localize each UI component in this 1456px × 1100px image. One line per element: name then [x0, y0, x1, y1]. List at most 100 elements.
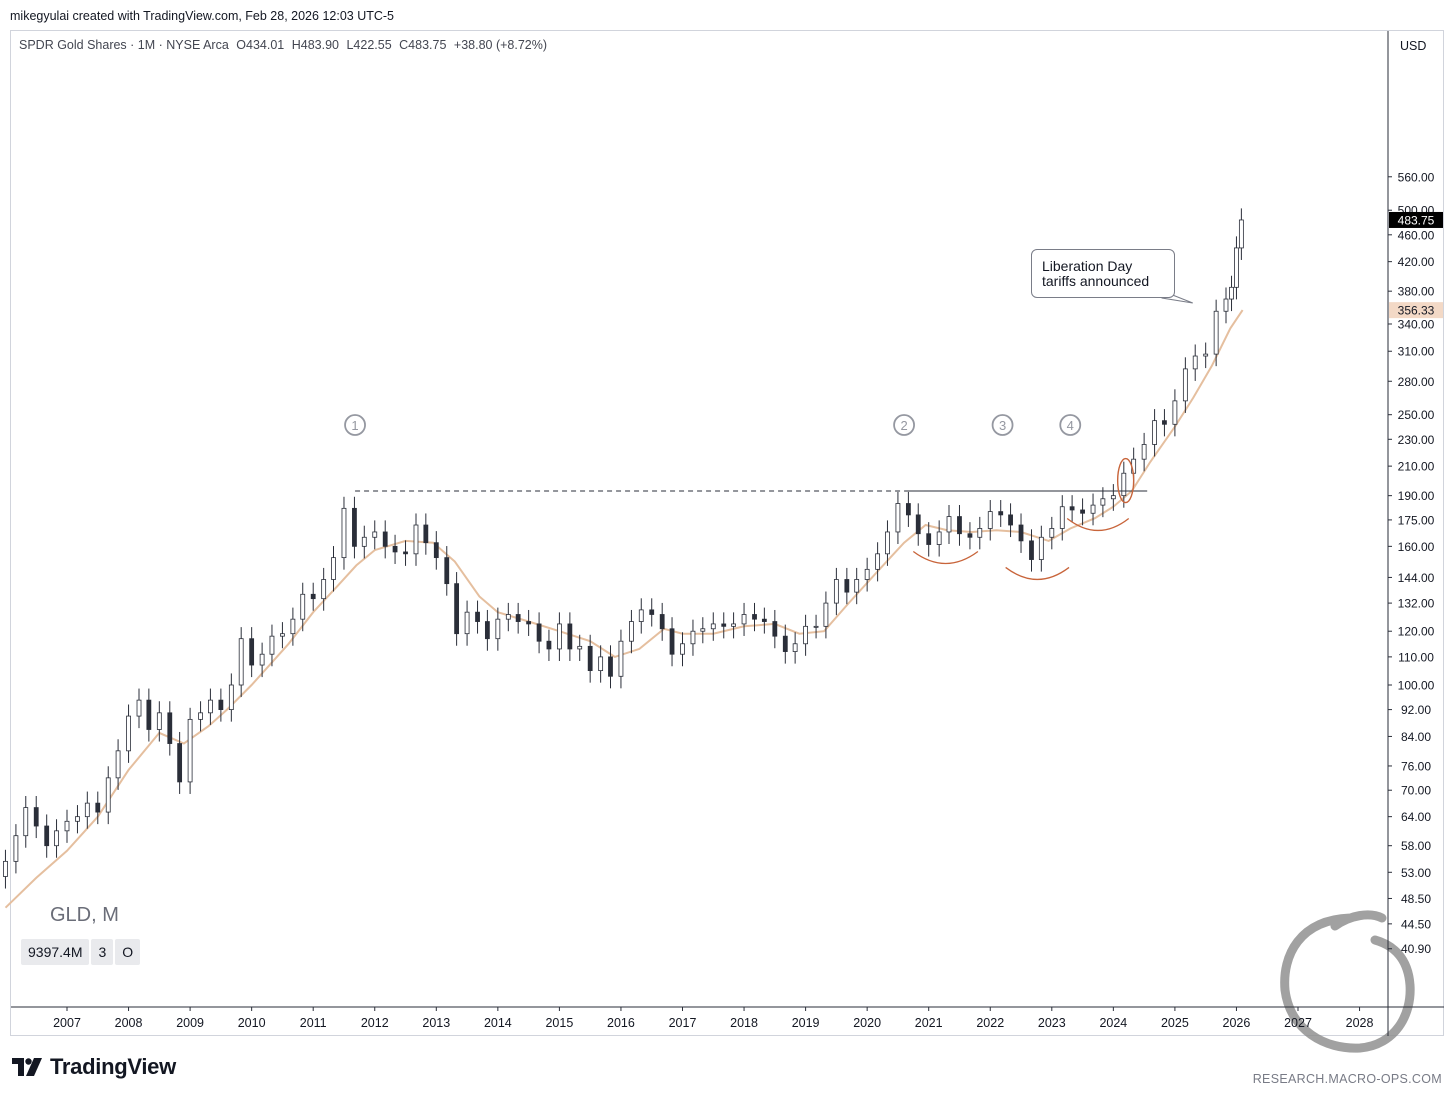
price-tick-label: 340.00	[1398, 317, 1435, 331]
candle-up	[413, 524, 419, 555]
time-tick-label: 2027	[1284, 1016, 1312, 1030]
time-tick-label: 2020	[853, 1016, 881, 1030]
legend-change: +38.80 (+8.72%)	[453, 38, 548, 52]
period-badge[interactable]: 3	[91, 939, 114, 965]
price-tick-label: 560.00	[1398, 170, 1435, 184]
candle-up	[577, 645, 583, 650]
candle-down	[177, 743, 183, 783]
candle-up	[1049, 528, 1055, 538]
candle-up	[1229, 286, 1234, 300]
callout-line-2: tariffs announced	[1042, 273, 1150, 289]
candle-down	[752, 614, 757, 620]
symbol-legend[interactable]: SPDR Gold Shares · 1M · NYSE Arca O434.0…	[19, 38, 551, 52]
candle-up	[833, 579, 839, 604]
candle-up	[1121, 472, 1127, 497]
candle-up	[269, 635, 275, 655]
time-tick-label: 2017	[669, 1016, 697, 1030]
volume-badge[interactable]: 9397.4M	[21, 939, 90, 965]
candle-up	[64, 820, 70, 832]
research-site[interactable]: RESEARCH.MACRO-OPS.COM	[1252, 1072, 1442, 1086]
cup-arc	[1005, 566, 1070, 580]
candle-up	[823, 602, 829, 627]
time-tick-label: 2013	[422, 1016, 450, 1030]
time-tick-label: 2023	[1038, 1016, 1066, 1030]
tradingview-logo[interactable]: TradingView	[12, 1054, 176, 1080]
candle-up	[598, 656, 604, 672]
candle-up	[84, 802, 90, 818]
candle-down	[998, 511, 1004, 516]
candle-down	[782, 635, 788, 652]
candle-up	[1100, 498, 1106, 506]
price-tick-label: 160.00	[1398, 540, 1435, 554]
candle-up	[885, 531, 890, 555]
candle-up	[280, 633, 285, 637]
candle-down	[1018, 524, 1024, 542]
time-tick-label: 2015	[545, 1016, 573, 1030]
candle-down	[423, 524, 429, 544]
candle-down	[44, 825, 50, 847]
candle-up	[54, 830, 59, 847]
price-tick-label: 92.00	[1401, 703, 1431, 717]
candle-up	[618, 640, 624, 677]
time-tick-label: 2012	[361, 1016, 389, 1030]
candle-down	[382, 531, 388, 547]
price-tick-label: 40.90	[1401, 942, 1431, 956]
legend-high: H483.90	[291, 38, 339, 52]
candle-up	[361, 536, 367, 547]
candle-down	[772, 621, 778, 637]
candle-up	[700, 628, 706, 632]
candle-up	[1234, 247, 1239, 288]
candle-up	[946, 516, 952, 533]
candle-down	[475, 611, 480, 622]
price-tick-label: 280.00	[1398, 375, 1435, 389]
candle-up	[864, 568, 870, 580]
liberation-day-callout[interactable]: Liberation Day tariffs announced	[1031, 249, 1175, 298]
price-tick-label: 230.00	[1398, 433, 1435, 447]
last-price-label: 483.75	[1398, 213, 1435, 227]
candle-down	[403, 551, 408, 555]
time-tick-label: 2018	[730, 1016, 758, 1030]
candle-up	[115, 750, 121, 779]
candle-down	[433, 542, 439, 559]
price-tick-label: 132.00	[1398, 597, 1435, 611]
candle-up	[1090, 504, 1096, 514]
candle-up	[1192, 355, 1198, 370]
candle-down	[167, 712, 173, 744]
currency-label[interactable]: USD	[1400, 39, 1427, 53]
candle-up	[75, 816, 80, 822]
candle-down	[444, 557, 450, 585]
moving-average-line	[4, 309, 1244, 909]
price-tick-label: 70.00	[1401, 784, 1431, 798]
candle-down	[844, 579, 850, 593]
source-badge[interactable]: O	[115, 939, 141, 965]
breakout-ellipse	[1116, 457, 1135, 504]
pivot-marker-label: 2	[900, 418, 907, 433]
candle-down	[249, 638, 255, 666]
pivot-marker-label: 1	[351, 418, 358, 433]
time-tick-label: 2019	[792, 1016, 820, 1030]
candle-down	[33, 807, 39, 827]
pivot-marker-label: 4	[1067, 418, 1074, 433]
candle-down	[915, 514, 921, 535]
candle-down	[392, 545, 398, 553]
candle-up	[875, 553, 881, 570]
price-tick-label: 175.00	[1398, 513, 1435, 527]
candle-up	[259, 653, 265, 666]
candle-down	[546, 640, 552, 650]
candle-down	[967, 533, 973, 538]
price-tick-label: 64.00	[1401, 810, 1431, 824]
candle-up	[987, 511, 993, 529]
candle-down	[1162, 420, 1167, 425]
cup-arc	[1066, 517, 1130, 531]
candle-down	[352, 507, 357, 547]
legend-open: O434.01	[236, 38, 285, 52]
price-tick-label: 100.00	[1398, 679, 1435, 693]
time-tick-label: 2014	[484, 1016, 512, 1030]
time-tick-label: 2026	[1223, 1016, 1251, 1030]
candle-down	[926, 533, 932, 545]
candle-down	[146, 699, 152, 730]
moving-average-layer	[4, 309, 1244, 909]
time-tick-label: 2010	[238, 1016, 266, 1030]
pivot-marker	[1059, 414, 1082, 436]
